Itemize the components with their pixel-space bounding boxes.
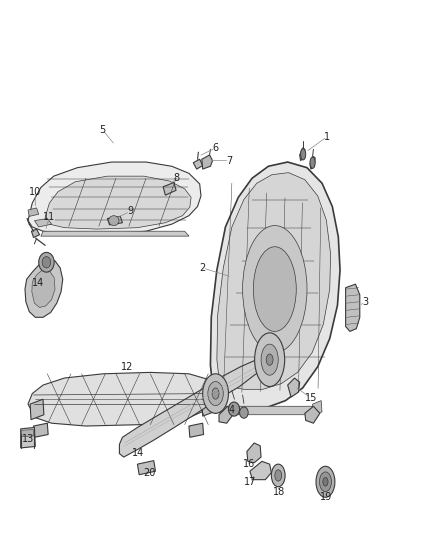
Polygon shape — [288, 378, 300, 397]
Polygon shape — [30, 399, 44, 419]
Ellipse shape — [316, 466, 335, 497]
Ellipse shape — [240, 407, 248, 418]
Text: 5: 5 — [99, 125, 106, 134]
Ellipse shape — [272, 464, 285, 487]
Text: 7: 7 — [226, 156, 233, 166]
Text: 14: 14 — [32, 278, 44, 288]
Ellipse shape — [42, 256, 51, 268]
Polygon shape — [250, 462, 272, 480]
Ellipse shape — [275, 470, 282, 481]
Ellipse shape — [300, 149, 306, 160]
Polygon shape — [163, 182, 176, 195]
Text: 9: 9 — [127, 206, 133, 216]
Polygon shape — [32, 269, 55, 308]
Polygon shape — [35, 219, 52, 227]
Polygon shape — [45, 176, 191, 229]
Polygon shape — [32, 229, 39, 238]
Text: 18: 18 — [273, 487, 285, 497]
Text: 14: 14 — [132, 448, 145, 458]
Text: 13: 13 — [22, 434, 34, 444]
Polygon shape — [193, 159, 203, 169]
Ellipse shape — [319, 472, 332, 491]
Text: 11: 11 — [43, 212, 56, 222]
Polygon shape — [28, 373, 219, 426]
Polygon shape — [189, 423, 204, 437]
Ellipse shape — [261, 344, 278, 375]
Polygon shape — [219, 406, 234, 423]
Polygon shape — [210, 162, 340, 409]
Text: 15: 15 — [305, 393, 317, 403]
Polygon shape — [28, 162, 201, 235]
Ellipse shape — [208, 382, 223, 406]
Polygon shape — [202, 395, 215, 416]
Ellipse shape — [203, 374, 229, 413]
Ellipse shape — [254, 333, 285, 386]
Polygon shape — [21, 430, 34, 437]
Text: 8: 8 — [174, 173, 180, 183]
Polygon shape — [120, 358, 270, 457]
Text: 17: 17 — [244, 478, 256, 488]
Text: 10: 10 — [29, 187, 42, 197]
Polygon shape — [220, 406, 317, 415]
Text: 1: 1 — [324, 132, 330, 142]
Polygon shape — [215, 399, 224, 413]
Text: 2: 2 — [200, 263, 206, 273]
Polygon shape — [138, 461, 155, 475]
Text: 16: 16 — [243, 459, 255, 469]
Ellipse shape — [243, 225, 307, 353]
Text: 12: 12 — [120, 362, 133, 372]
Polygon shape — [25, 260, 63, 317]
Polygon shape — [300, 148, 305, 160]
Polygon shape — [21, 427, 35, 448]
Text: 20: 20 — [143, 467, 155, 478]
Text: 6: 6 — [212, 143, 219, 153]
Polygon shape — [202, 155, 212, 169]
Polygon shape — [313, 401, 322, 415]
Polygon shape — [107, 216, 123, 225]
Polygon shape — [41, 231, 189, 236]
Polygon shape — [217, 173, 331, 397]
Ellipse shape — [323, 478, 328, 486]
Ellipse shape — [39, 253, 54, 272]
Polygon shape — [310, 156, 315, 169]
Ellipse shape — [109, 216, 119, 225]
Ellipse shape — [212, 388, 219, 399]
Ellipse shape — [229, 402, 240, 416]
Polygon shape — [28, 208, 39, 216]
Text: 3: 3 — [362, 297, 368, 307]
Ellipse shape — [266, 354, 273, 365]
Ellipse shape — [253, 247, 296, 332]
Polygon shape — [305, 406, 320, 423]
Ellipse shape — [310, 157, 315, 168]
Polygon shape — [346, 284, 360, 332]
Polygon shape — [247, 443, 261, 463]
Polygon shape — [34, 423, 48, 437]
Text: 19: 19 — [320, 491, 332, 502]
Text: 4: 4 — [229, 405, 235, 415]
